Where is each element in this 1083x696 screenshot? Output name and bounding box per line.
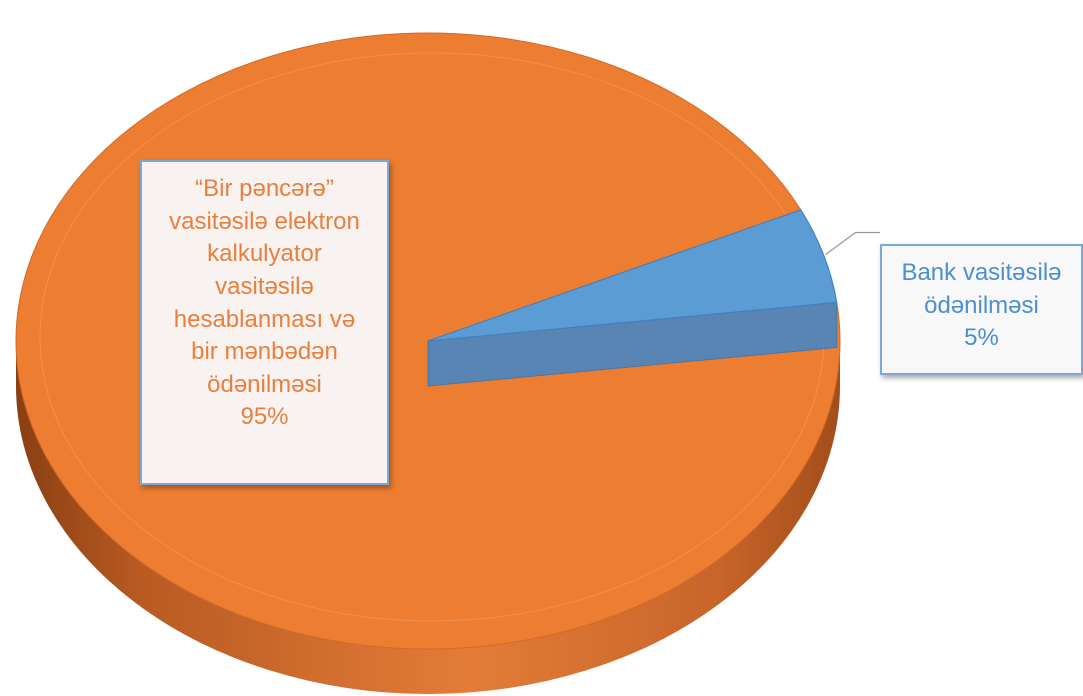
label-line: “Bir pəncərə” <box>195 175 334 202</box>
label-line: kalkulyator <box>207 240 322 268</box>
label-line: bir mənbədən <box>191 338 338 366</box>
data-label-one-window: “Bir pəncərə” vasitəsilə elektron kalkul… <box>140 160 389 485</box>
label-line: Bank vasitəsilə <box>901 259 1062 286</box>
label-line: ödənilməsi <box>207 370 322 398</box>
pie-slice-bank-top <box>427 209 838 342</box>
label-percent: 95% <box>240 403 289 431</box>
label-line: vasitəsilə <box>215 272 314 300</box>
label-line: hesablanması və <box>173 305 356 333</box>
data-label-bank: Bank vasitəsilə ödənilməsi 5% <box>880 244 1083 375</box>
label-line: vasitəsilə elektron <box>169 207 360 235</box>
label-line: ödənilməsi <box>924 291 1039 319</box>
bank-leader-line <box>825 231 880 255</box>
label-percent: 5% <box>964 324 999 352</box>
